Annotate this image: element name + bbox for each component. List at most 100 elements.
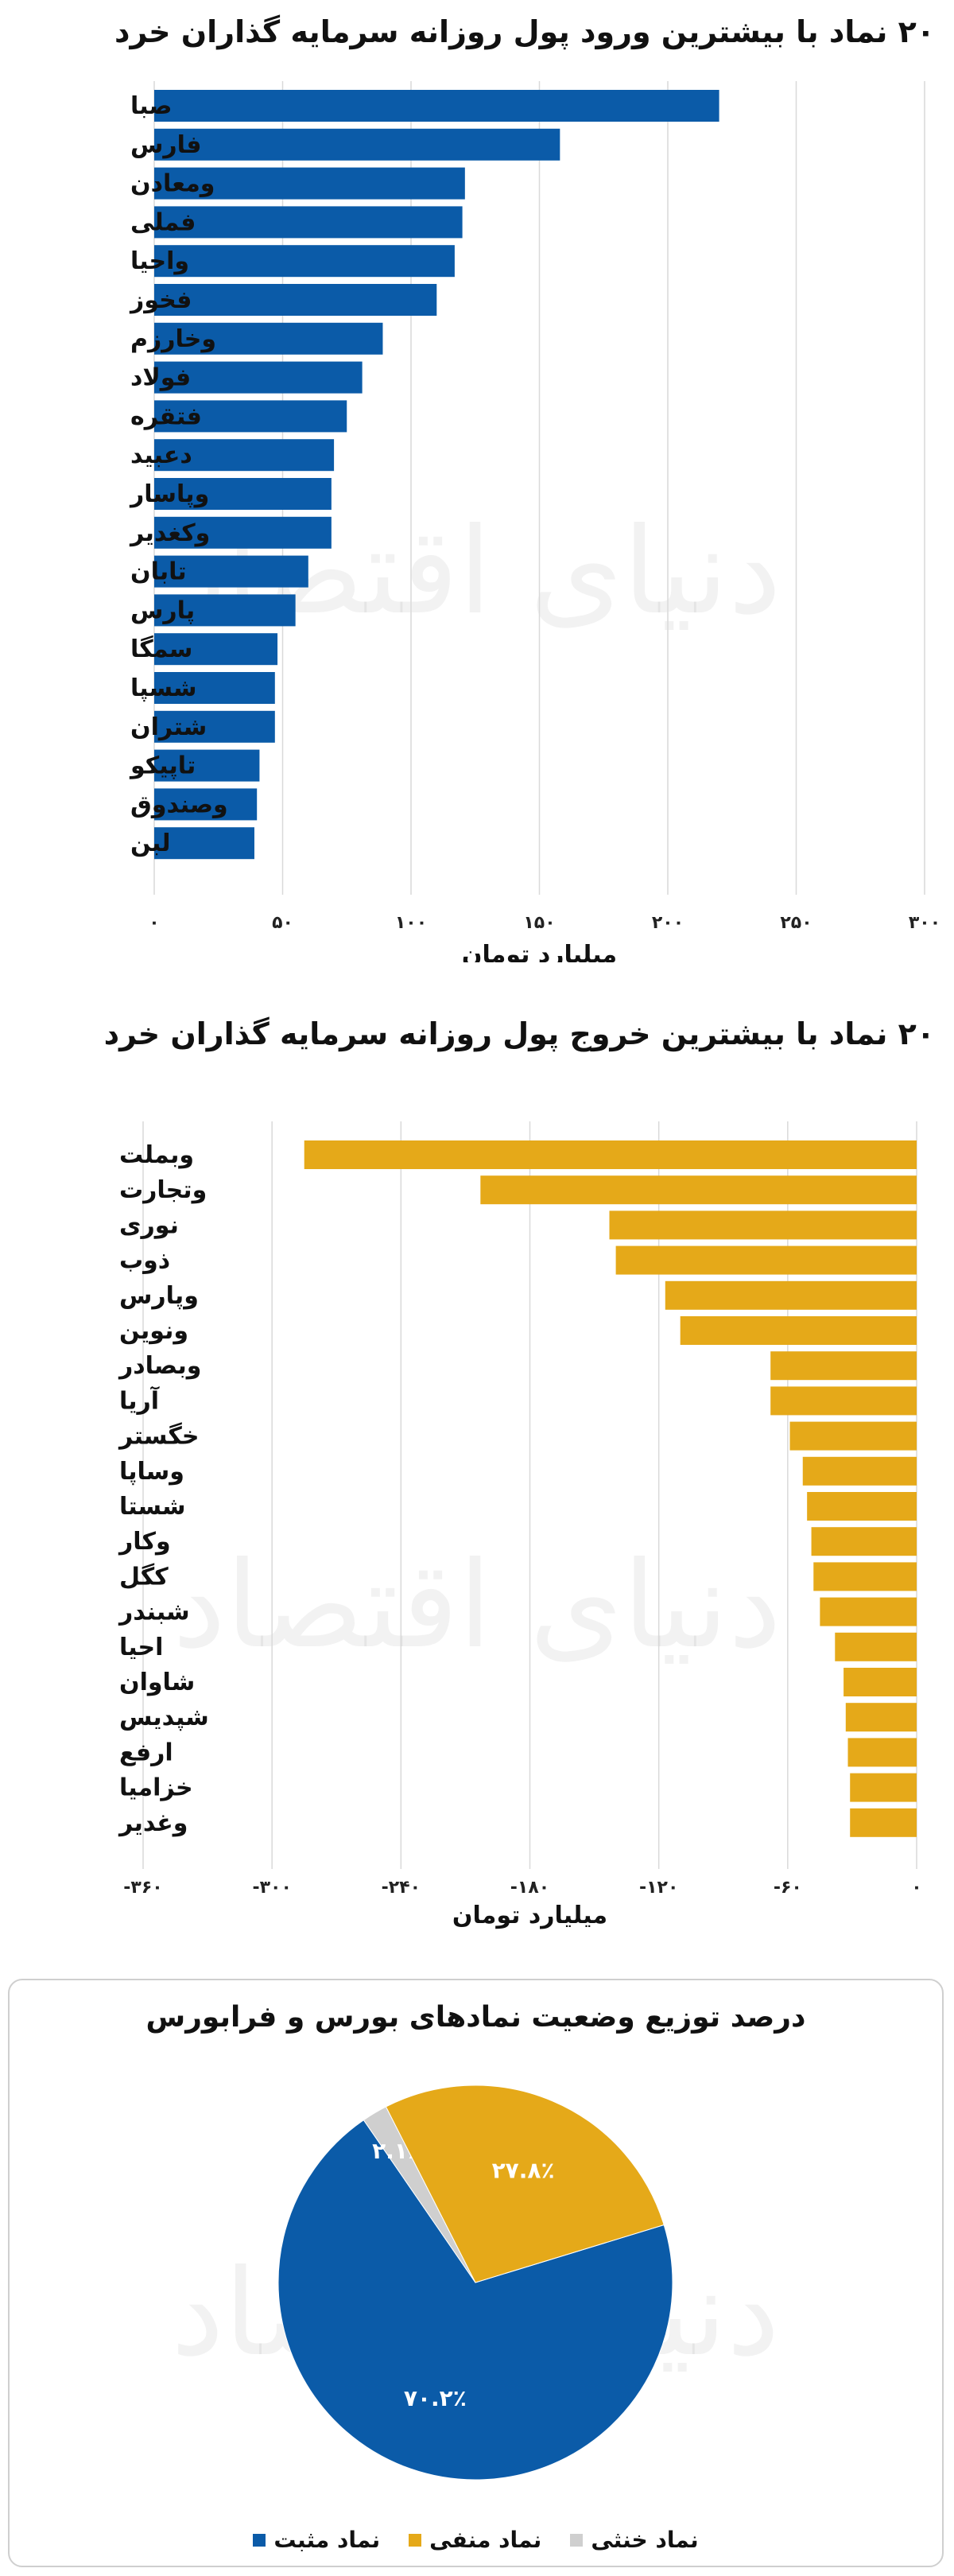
bar [480,1175,917,1205]
bar [615,1245,917,1275]
pie-chart: دنیای اقتصاد۷۰.۲٪۲.۱٪۲۷.۸٪ [171,2085,780,2481]
x-tick-label: ۰ [911,1878,921,1898]
category-label: واحیا [130,247,189,275]
x-tick-label: -۱۲۰ [639,1878,678,1898]
legend-label-positive: نماد مثبت [273,2527,381,2553]
bar [835,1632,917,1661]
bar [154,322,383,355]
bar [154,361,363,394]
bar [154,555,308,588]
category-label: لبن [130,830,171,857]
category-label: وخارزم [130,325,216,353]
bar [154,594,296,627]
bar [850,1808,917,1837]
x-tick-label: -۲۴۰ [382,1878,421,1898]
bar [154,478,332,510]
bar [789,1421,917,1451]
category-label: احیا [119,1634,163,1661]
bar [847,1738,917,1767]
positive-slice [277,2119,673,2481]
bar [154,516,332,549]
bar [154,672,275,704]
category-label: کگل [119,1562,169,1591]
bar [154,788,258,821]
category-label: فملی [130,208,196,236]
x-axis-label: میلیارد تومان [462,941,617,962]
legend-item-positive: نماد مثبت [253,2527,380,2553]
x-tick-label: ۰ [149,913,159,933]
category-label: وکغدیر [129,519,210,547]
bar [845,1703,917,1732]
x-tick-label: -۱۸۰ [510,1878,549,1898]
category-label: سمگا [130,635,192,663]
category-label: فارس [130,131,202,159]
category-label: ذوب [119,1247,170,1275]
bar [850,1773,917,1802]
category-label: تابان [130,558,187,586]
category-label: آریا [119,1385,160,1415]
pie-chart-title: درصد توزیع وضعیت نمادهای بورس و فرابورس [145,2001,806,2034]
legend-swatch-negative [409,2533,422,2547]
bar [665,1280,917,1310]
category-label: ونوین [119,1317,188,1345]
category-label: صبا [130,92,173,120]
bar [807,1492,917,1521]
category-label: پارس [130,596,195,624]
x-tick-label: -۳۰۰ [252,1878,291,1898]
category-label: شاوان [119,1669,195,1696]
legend-swatch-neutral [570,2533,584,2547]
legend-label-neutral: نماد خنثی [591,2527,699,2553]
category-label: وتجارت [119,1176,207,1204]
legend-item-negative: نماد منفی [409,2527,541,2553]
outflow-chart-title: ۲۰ نماد با بیشترین خروج پول روزانه سرمای… [103,1016,935,1051]
category-label: فخوز [129,286,192,314]
inflow-chart-panel: ۲۰ نماد با بیشترین ورود پول روزانه سرمای… [0,0,954,969]
inflow-chart-title: ۲۰ نماد با بیشترین ورود پول روزانه سرمای… [114,14,935,49]
bar [843,1668,917,1696]
bar [154,245,455,278]
legend-label-negative: نماد منفی [429,2527,542,2553]
category-label: شبندر [118,1599,190,1626]
watermark-text: دنیای اقتصاد [173,1537,781,1675]
category-label: شسپا [130,674,197,702]
category-label: دعبید [130,441,192,469]
category-label: تاپیکو [129,752,196,780]
category-label: وبصادر [118,1352,201,1380]
category-label: خزامیا [119,1774,193,1802]
x-axis-label: میلیارد تومان [452,1902,607,1929]
category-label: شستا [119,1493,186,1521]
category-label: وصندوق [130,791,228,818]
bar [811,1527,917,1556]
category-label: ومعادن [130,170,215,198]
category-label: فتقره [130,402,202,430]
x-tick-label: -۳۶۰ [123,1878,162,1898]
x-tick-label: ۲۵۰ [780,913,812,933]
pie-chart-panel: درصد توزیع وضعیت نمادهای بورس و فرابورس … [8,1979,944,2567]
bar [154,749,260,782]
bar [802,1456,917,1486]
bar [154,827,254,860]
category-label: وساپا [119,1458,184,1486]
category-label: ارفع [119,1739,173,1766]
x-tick-label: ۵۰ [272,913,293,933]
bar [820,1597,917,1626]
pie-legend: نماد خنثی نماد منفی نماد مثبت [10,2527,942,2553]
category-label: وکار [118,1528,171,1556]
category-label: شتران [130,713,207,741]
bar [154,284,437,316]
category-label: وغدیر [118,1809,188,1837]
outflow-chart: دنیای اقتصاد -۳۶۰ -۳۰۰ -۲۴۰ -۱۸۰ -۱۲۰ -۶۰ ۰ میلی… [118,1121,922,1929]
category-label: نوری [119,1211,179,1239]
bar [154,710,275,743]
x-tick-label: ۲۰۰ [652,913,684,933]
legend-swatch-positive [253,2533,266,2547]
bar [154,206,463,239]
x-tick-label: ۱۰۰ [395,913,427,933]
category-label: وپاسار [129,480,209,508]
bar [609,1210,917,1240]
negative-slice [385,2085,665,2283]
bar [154,633,278,666]
outflow-chart-panel: ۲۰ نماد با بیشترین خروج پول روزانه سرمای… [0,986,954,1949]
category-label: وبملت [119,1141,194,1169]
